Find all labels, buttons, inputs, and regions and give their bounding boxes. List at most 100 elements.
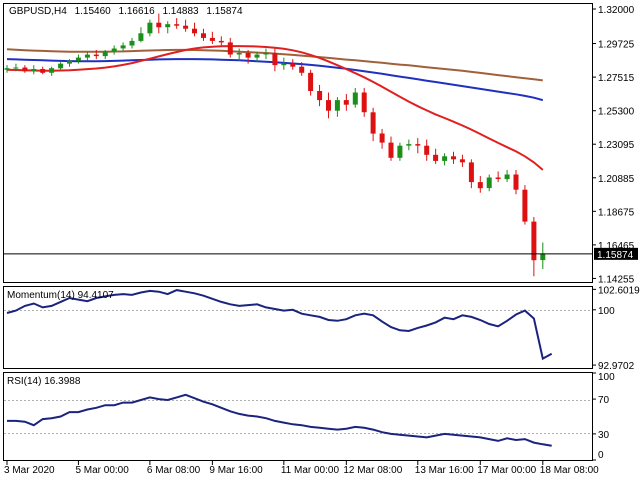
price-tick-label: 1.14255 [598, 274, 635, 285]
candle [165, 21, 171, 34]
candle-body [218, 40, 224, 43]
candle-body [227, 42, 233, 55]
candle-body [245, 53, 251, 58]
candle-body [31, 69, 37, 72]
candle-body [343, 100, 349, 105]
candle [451, 151, 456, 164]
candle [522, 185, 528, 225]
candle-body [415, 144, 421, 146]
momentum-pane[interactable] [3, 286, 593, 369]
candle [40, 66, 46, 75]
time-tick-label: 6 Mar 08:00 [147, 465, 201, 476]
ma-fast-line [6, 45, 544, 171]
candle [138, 27, 144, 43]
candle-body [281, 63, 287, 66]
momentum-tick-label: 100 [598, 306, 615, 317]
candle-body [192, 28, 197, 34]
candle [209, 31, 215, 44]
time-tick-label: 11 Mar 00:00 [281, 465, 340, 476]
candle-body [334, 100, 340, 111]
candle [263, 48, 269, 60]
time-axis: 3 Mar 2020 5 Mar 00:00 6 Mar 08:00 9 Mar 16… [4, 461, 599, 476]
candle [442, 153, 448, 166]
price-tick-label: 1.32000 [598, 5, 635, 16]
price-tick-label: 1.29725 [598, 40, 635, 51]
candle-body [424, 145, 430, 155]
rsi-line [7, 393, 552, 447]
momentum-title: Momentum(14) 94.4107 [7, 290, 114, 301]
rsi-title: RSI(14) 16.3988 [7, 376, 81, 387]
price-tick-label: 1.27515 [598, 73, 635, 84]
candle [352, 87, 358, 108]
candle-body [504, 174, 510, 180]
rsi-pane[interactable] [3, 372, 593, 461]
candle-body [22, 67, 28, 72]
candle-body [209, 37, 215, 41]
candle-body [201, 33, 206, 38]
momentum-tick-label: 102.6019 [598, 285, 640, 296]
candle [129, 37, 135, 49]
candle [245, 50, 251, 64]
price-pane[interactable] [3, 3, 593, 283]
candle-body [84, 54, 90, 58]
price-axis: 1.32000 1.29725 1.27515 1.25300 1.23095 1.208… [592, 5, 635, 285]
candle-body [361, 92, 367, 113]
candle-body [433, 154, 439, 161]
candle [281, 57, 287, 70]
candle [218, 36, 224, 46]
candle-body [174, 24, 180, 26]
candle-body [352, 92, 358, 105]
candle [111, 45, 117, 55]
candle [227, 37, 233, 58]
candle [504, 169, 510, 183]
candle [147, 19, 153, 37]
candle [531, 217, 537, 277]
symbol-label: GBPUSD,H4 [9, 6, 67, 17]
candle [379, 128, 385, 149]
candle [22, 65, 28, 73]
candle [201, 28, 206, 41]
candle-body [468, 162, 474, 183]
candle [513, 169, 519, 195]
candle-body [254, 54, 260, 58]
candle [183, 19, 189, 32]
candle [540, 242, 546, 269]
candle [192, 22, 197, 37]
candle [75, 54, 81, 64]
candle-body [308, 72, 314, 91]
time-tick-label: 3 Mar 2020 [4, 465, 55, 476]
candle [102, 50, 108, 60]
candle-body [102, 51, 108, 57]
candle-body [138, 33, 144, 41]
candle [236, 48, 242, 61]
candle-body [477, 182, 483, 189]
time-tick-label: 12 Mar 08:00 [343, 465, 402, 476]
candle [477, 176, 483, 193]
candle [174, 18, 180, 29]
rsi-tick-label: 0 [598, 450, 604, 461]
momentum-axis: 102.6019 100 92.9702 [592, 285, 640, 372]
close-value: 1.15874 [206, 6, 243, 17]
candle-body [129, 40, 135, 46]
candle [486, 174, 492, 192]
candle [370, 107, 376, 142]
candle-body [531, 221, 537, 261]
candle [397, 142, 403, 161]
candle-body [67, 60, 72, 64]
high-value: 1.16616 [119, 6, 156, 17]
candles [4, 13, 546, 277]
candle-body [397, 145, 403, 158]
candle-body [156, 22, 162, 28]
candle [495, 171, 501, 183]
time-tick-label: 9 Mar 16:00 [209, 465, 263, 476]
candle-body [93, 54, 99, 57]
low-value: 1.14883 [162, 6, 199, 17]
candle-body [442, 156, 448, 161]
candle-body [317, 91, 323, 101]
candle [343, 94, 349, 111]
candle [459, 154, 465, 167]
time-tick-label: 18 Mar 08:00 [540, 465, 599, 476]
candle [406, 139, 412, 151]
candle-body [165, 24, 171, 28]
